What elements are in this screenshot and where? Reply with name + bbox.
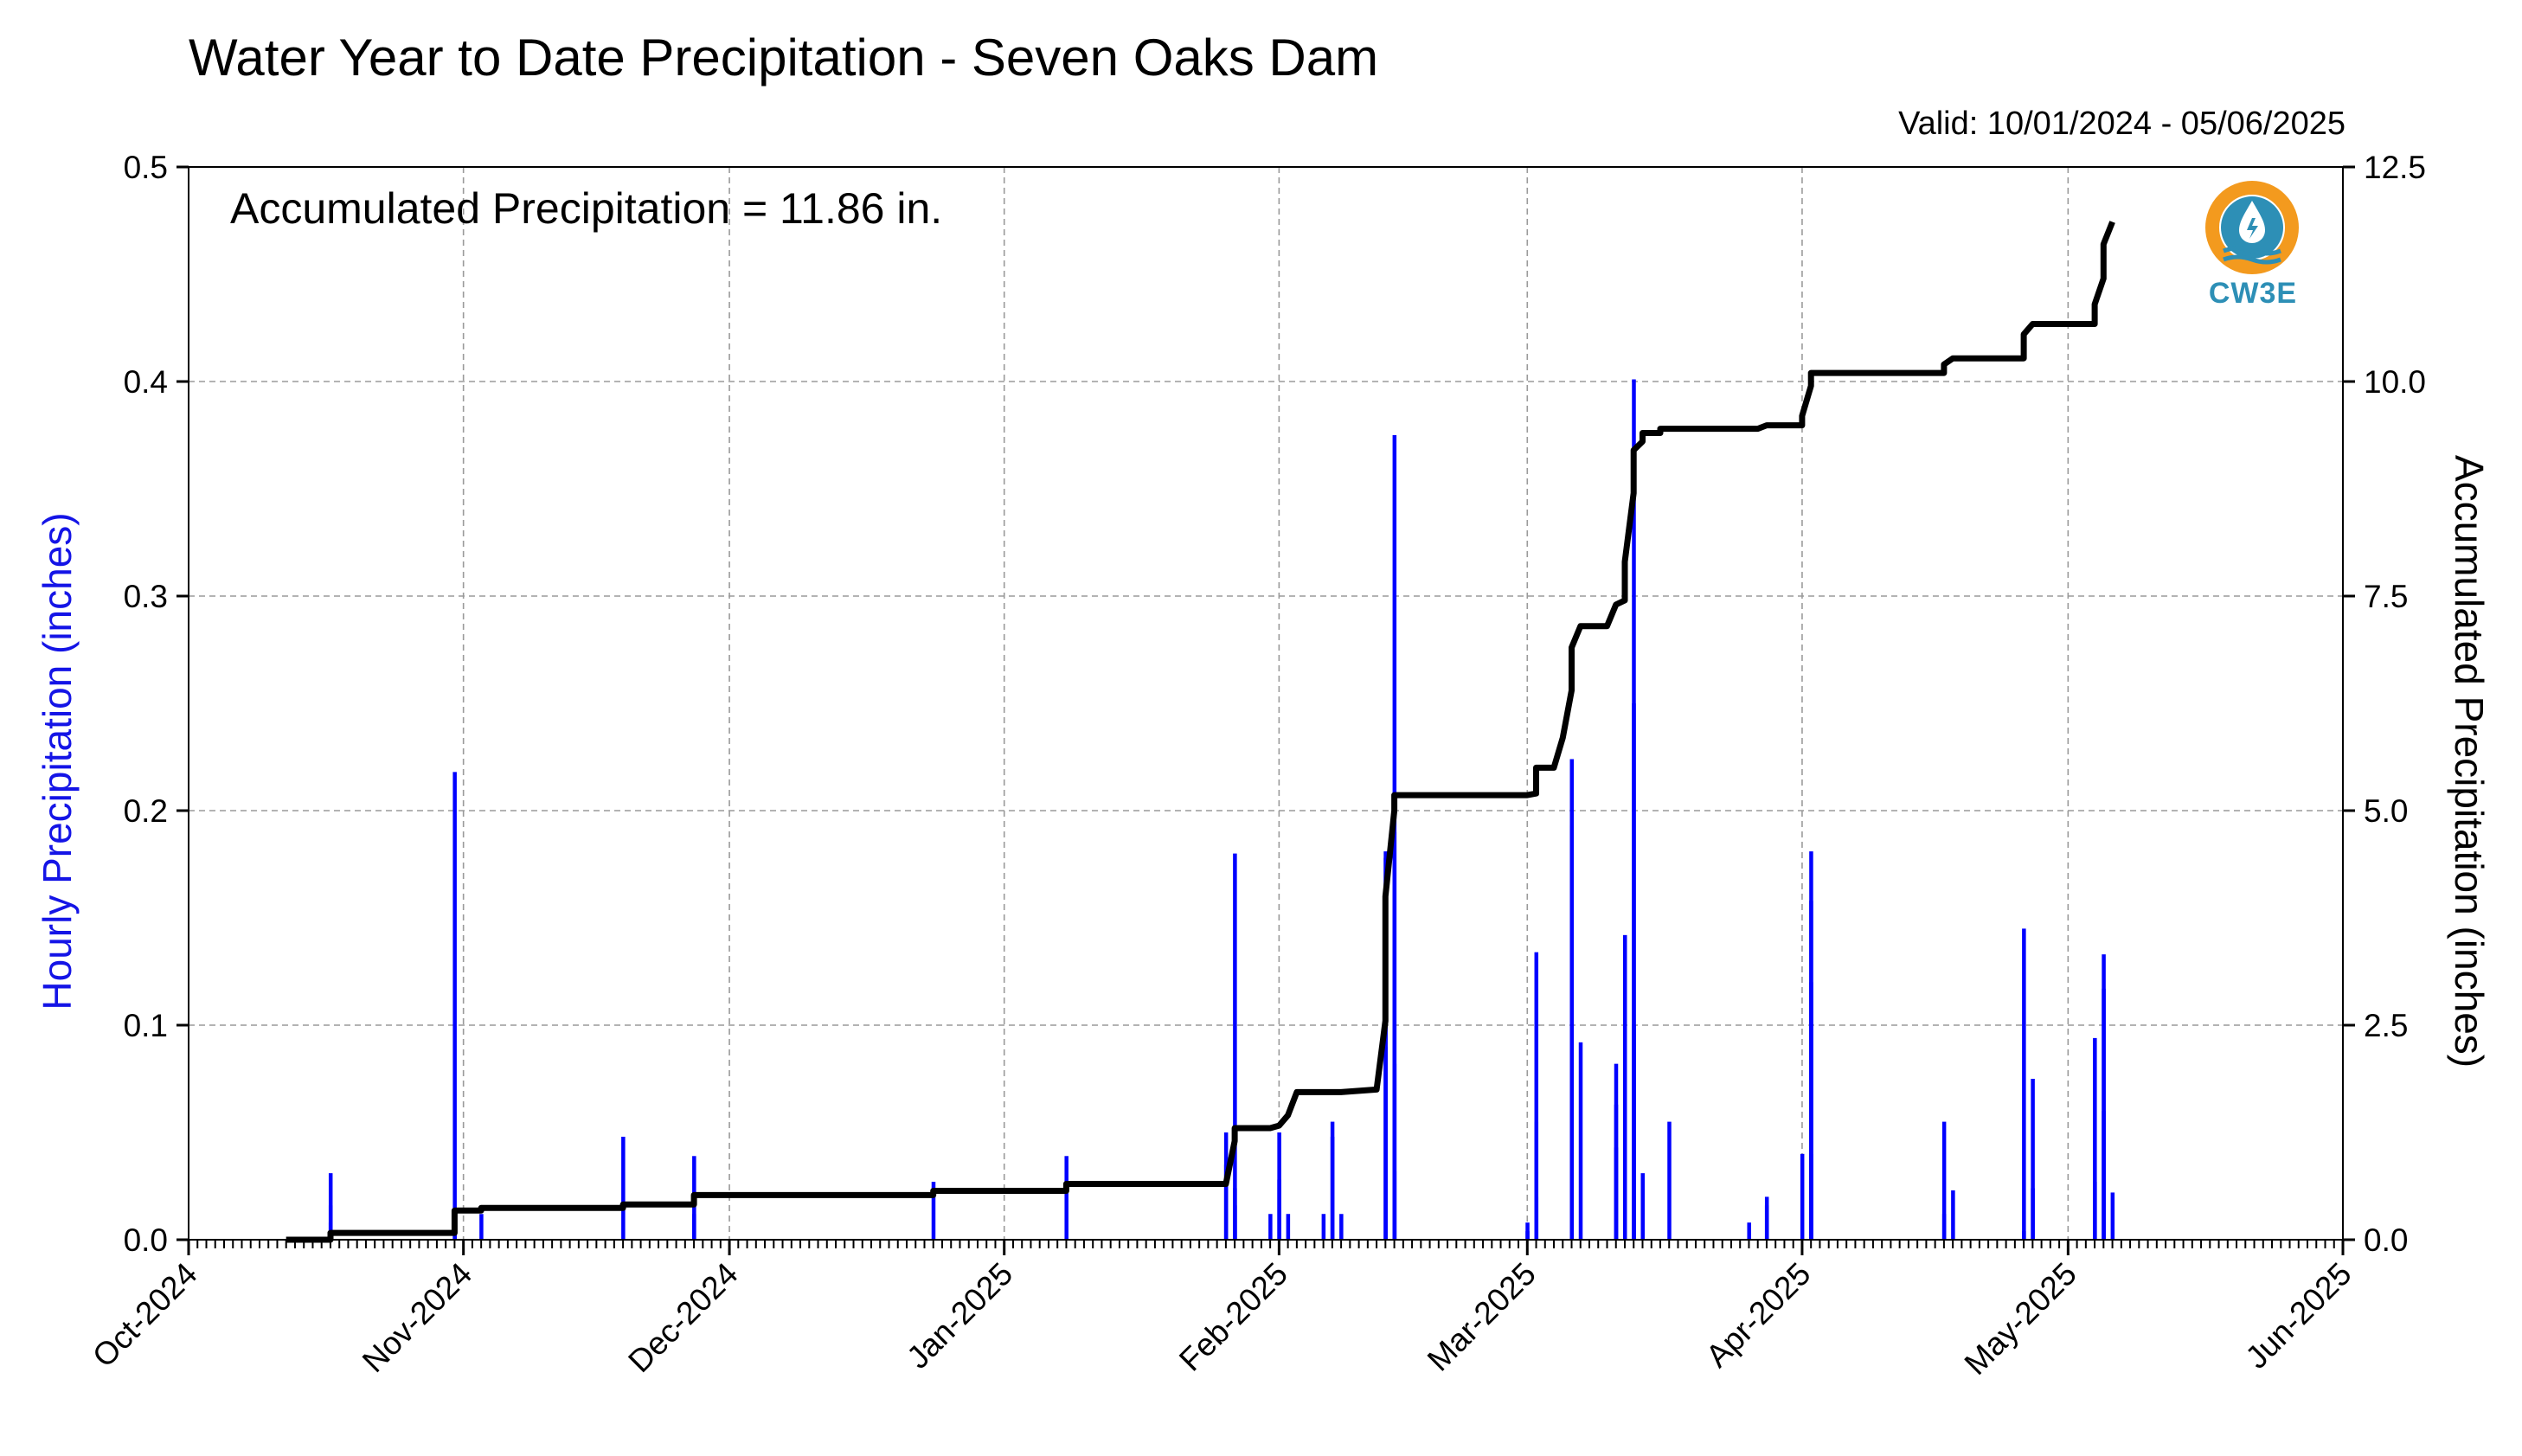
plot-frame	[188, 166, 2344, 1241]
accumulated-precipitation-line	[286, 221, 2115, 1243]
x-tick-label: Nov-2024	[356, 1256, 478, 1379]
x-tick-label: Jan-2025	[900, 1256, 1019, 1376]
hourly-bar	[2093, 1037, 2097, 1240]
y-left-tick-label: 0.0	[124, 1222, 168, 1258]
y-axis-left-label: Hourly Precipitation (inches)	[35, 512, 80, 1010]
y-left-tick-label: 0.3	[124, 579, 168, 614]
hourly-bar	[1578, 1042, 1583, 1240]
hourly-bar	[1809, 1153, 1813, 1240]
grid-lines	[189, 167, 2343, 1240]
valid-date-range: Valid: 10/01/2024 - 05/06/2025	[1898, 106, 2346, 142]
hourly-bar	[1640, 1173, 1645, 1240]
y-axis-right-label: Accumulated Precipitation (inches)	[2447, 455, 2492, 1068]
hourly-bar	[1330, 1136, 1335, 1240]
accumulated-total-annotation: Accumulated Precipitation = 11.86 in.	[230, 184, 942, 233]
hourly-bar	[1268, 1214, 1273, 1240]
x-tick-label: Mar-2025	[1421, 1256, 1543, 1378]
hourly-bar	[1764, 1205, 1769, 1240]
y-right-tick-label: 5.0	[2364, 793, 2408, 829]
x-tick-label: Feb-2025	[1172, 1256, 1294, 1378]
hourly-bar	[1534, 952, 1539, 1240]
hourly-bar	[1534, 1121, 1539, 1240]
hourly-bar	[1392, 1171, 1397, 1240]
hourly-bar	[1233, 1205, 1237, 1240]
hourly-bar	[2102, 1111, 2106, 1240]
hourly-bar	[1632, 703, 1636, 1240]
hourly-bar	[1383, 851, 1388, 1240]
hourly-bar	[1534, 1196, 1539, 1240]
x-tick-label: Oct-2024	[86, 1256, 204, 1375]
hourly-bar	[2022, 928, 2026, 1240]
hourly-bar	[2031, 1188, 2035, 1240]
y-left-tick-label: 0.2	[124, 793, 168, 829]
x-axis: Oct-2024 Nov-2024 Dec-2024 Jan-2025 Feb-2025…	[86, 1240, 2358, 1382]
hourly-bar	[1747, 1222, 1751, 1240]
hourly-bar	[1392, 831, 1397, 1240]
cw3e-logo-text: CW3E	[2208, 277, 2298, 310]
hourly-bar	[621, 1136, 626, 1240]
y-axis-left: 0.0 0.1 0.2 0.3 0.4 0.5	[124, 150, 189, 1258]
y-right-tick-label: 12.5	[2364, 150, 2426, 185]
hourly-bar	[1321, 1214, 1326, 1240]
y-left-tick-label: 0.5	[124, 150, 168, 185]
hourly-bar	[931, 1182, 936, 1240]
x-tick-label: May-2025	[1958, 1256, 2083, 1382]
hourly-precipitation-bars	[328, 379, 2115, 1240]
x-tick-label: Apr-2025	[1699, 1256, 1818, 1375]
hourly-bar	[1339, 1214, 1344, 1240]
y-left-tick-label: 0.1	[124, 1008, 168, 1043]
hourly-bar	[1064, 1156, 1068, 1240]
hourly-bar	[1809, 982, 1813, 1240]
hourly-bar	[2110, 1192, 2115, 1240]
hourly-bar	[1951, 1190, 1955, 1240]
hourly-bar	[2102, 954, 2106, 1240]
x-tick-label: Jun-2025	[2239, 1256, 2358, 1376]
y-left-tick-label: 0.4	[124, 364, 168, 400]
hourly-bar	[479, 1214, 484, 1240]
hourly-bar	[1569, 975, 1575, 1240]
y-axis-right: 0.0 2.5 5.0 7.5 10.0 12.5	[2343, 150, 2426, 1258]
y-right-tick-label: 0.0	[2364, 1222, 2408, 1258]
chart-title: Water Year to Date Precipitation - Seven…	[189, 29, 1379, 87]
hourly-bar	[452, 772, 457, 1240]
hourly-bar	[1286, 1214, 1291, 1240]
hourly-bar	[1667, 1121, 1672, 1240]
hourly-bar	[1632, 1025, 1636, 1240]
hourly-bar	[1392, 1063, 1397, 1240]
hourly-bar	[1233, 853, 1237, 1240]
y-right-tick-label: 7.5	[2364, 579, 2408, 614]
hourly-bar	[692, 1214, 696, 1240]
hourly-bar	[1614, 1147, 1619, 1240]
y-right-tick-label: 2.5	[2364, 1008, 2408, 1043]
x-tick-label: Dec-2024	[621, 1256, 744, 1379]
hourly-bar	[2031, 1079, 2035, 1240]
y-right-tick-label: 10.0	[2364, 364, 2426, 400]
hourly-bar	[1623, 934, 1627, 1240]
hourly-bar	[1941, 1121, 1947, 1240]
hourly-bar	[328, 1205, 333, 1240]
hourly-bar	[1525, 1222, 1530, 1240]
hourly-bar	[1632, 1196, 1636, 1240]
hourly-bar	[1800, 1153, 1805, 1240]
hourly-bar	[1277, 1179, 1281, 1240]
cw3e-logo-icon	[2205, 181, 2299, 274]
